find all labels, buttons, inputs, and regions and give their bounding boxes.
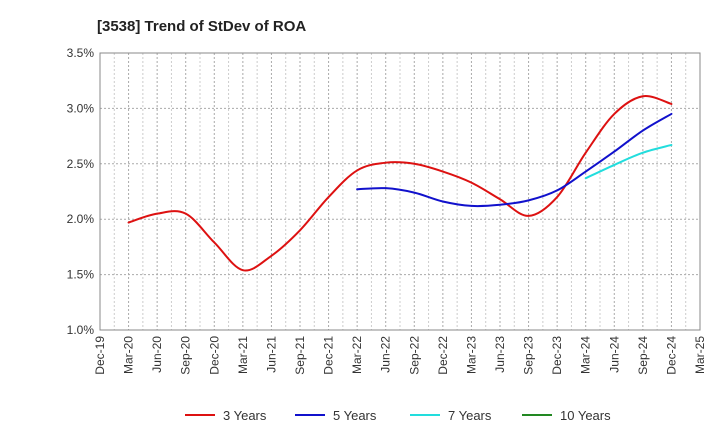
x-tick-label: Jun-20 [150, 336, 164, 373]
legend-label: 10 Years [560, 408, 611, 423]
legend-label: 7 Years [448, 408, 492, 423]
x-axis: Dec-19 Mar-20 Jun-20 Sep-20 Dec-20 Mar-21 Jun-… [93, 336, 707, 375]
x-tick-label: Jun-22 [379, 336, 393, 373]
x-tick-label: Dec-19 [93, 336, 107, 375]
x-tick-label: Mar-22 [350, 336, 364, 374]
y-tick-label: 3.0% [67, 101, 95, 115]
y-tick-label: 2.5% [67, 157, 95, 171]
legend-label: 5 Years [333, 408, 377, 423]
x-tick-label: Dec-21 [322, 336, 336, 375]
y-tick-label: 2.0% [67, 212, 95, 226]
x-tick-label: Dec-23 [550, 336, 564, 375]
x-tick-label: Jun-21 [264, 336, 278, 373]
grid [99, 52, 701, 331]
chart-title: [3538] Trend of StDev of ROA [97, 18, 306, 35]
y-tick-label: 1.0% [67, 323, 95, 337]
series-line-7-years [584, 143, 673, 180]
legend-label: 3 Years [223, 408, 267, 423]
plot-background [100, 53, 700, 330]
x-tick-label: Sep-21 [293, 336, 307, 375]
y-tick-label: 3.5% [67, 46, 95, 60]
x-tick-label: Sep-23 [522, 336, 536, 375]
y-axis: 1.0% 1.5% 2.0% 2.5% 3.0% 3.5% [67, 46, 95, 337]
x-tick-label: Dec-20 [207, 336, 221, 375]
x-tick-label: Sep-20 [179, 336, 193, 375]
x-tick-label: Dec-22 [436, 336, 450, 375]
series-line-3-years [127, 95, 673, 272]
series-layer [127, 95, 673, 272]
x-tick-label: Mar-25 [693, 336, 707, 374]
x-tick-label: Mar-20 [122, 336, 136, 374]
x-tick-label: Sep-24 [636, 336, 650, 375]
x-tick-label: Jun-24 [607, 336, 621, 373]
x-tick-label: Mar-23 [464, 336, 478, 374]
x-tick-label: Mar-24 [579, 336, 593, 374]
legend: 3 Years 5 Years 7 Years 10 Years [185, 408, 611, 423]
series-line-5-years [356, 112, 673, 208]
x-tick-label: Sep-22 [407, 336, 421, 375]
plot-frame [99, 52, 701, 331]
y-tick-label: 1.5% [67, 268, 95, 282]
plot-area [100, 53, 700, 330]
x-tick-label: Dec-24 [664, 336, 678, 375]
x-tick-label: Mar-21 [236, 336, 250, 374]
x-tick-label: Jun-23 [493, 336, 507, 373]
